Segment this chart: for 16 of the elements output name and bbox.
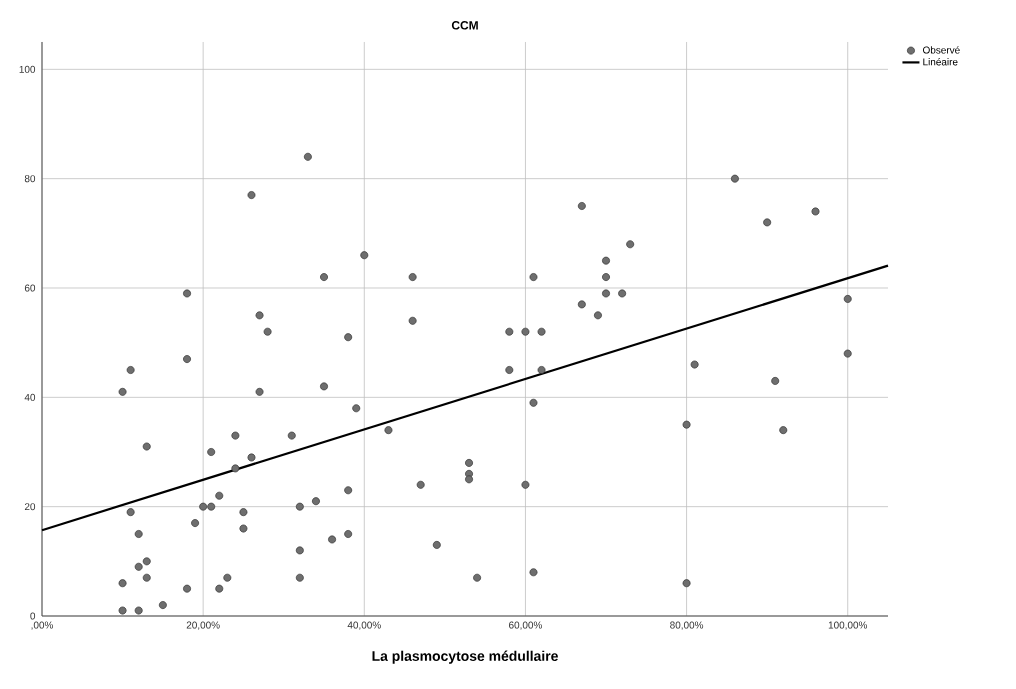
legend-label: Observé xyxy=(923,46,960,54)
y-tick-label: 20 xyxy=(24,503,36,511)
x-tick-label: 60,00% xyxy=(509,621,542,630)
chart-title: CCM xyxy=(451,21,478,30)
y-tick-label: 40 xyxy=(24,393,36,401)
y-tick-label: 0 xyxy=(30,612,36,620)
y-tick-label: 60 xyxy=(24,284,36,292)
x-tick-label: 80,00% xyxy=(670,621,704,630)
x-tick-label: ,00% xyxy=(31,621,54,630)
x-axis-title: La plasmocytose médullaire xyxy=(372,650,558,664)
y-tick-label: 80 xyxy=(24,175,36,183)
x-tick-label: 40,00% xyxy=(347,621,381,630)
y-tick-label: 100 xyxy=(19,65,36,73)
x-tick-label: 100,00% xyxy=(828,621,868,630)
x-tick-label: 20,00% xyxy=(186,621,220,630)
legend-label: Linéaire xyxy=(923,57,958,66)
